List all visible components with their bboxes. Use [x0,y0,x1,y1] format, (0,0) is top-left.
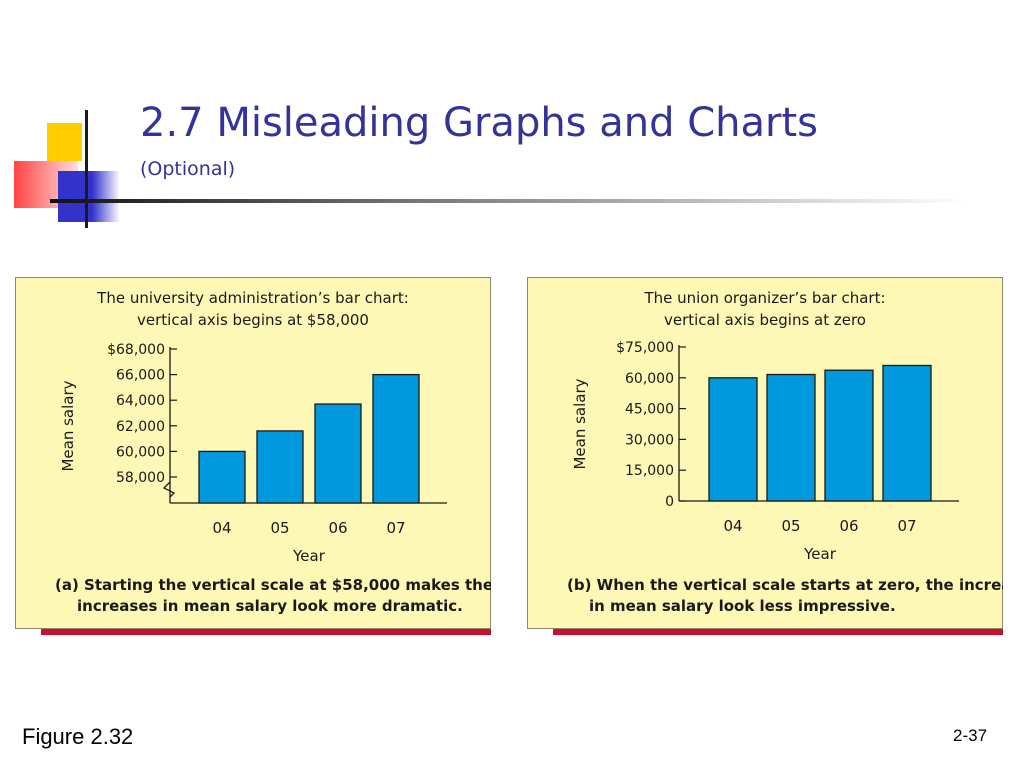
x-tick-label: 07 [897,517,916,535]
slide-title: 2.7 Misleading Graphs and Charts [140,100,818,146]
bar [372,373,420,504]
chart-subtitle: vertical axis begins at zero [664,311,866,329]
x-tick-label: 05 [270,519,289,537]
y-tick-label: $75,000 [616,340,674,356]
x-tick-label: 06 [839,517,858,535]
figure-label: Figure 2.32 [22,724,134,749]
decor-vertical-line [85,110,88,228]
y-tick-label: 45,000 [625,402,674,418]
y-tick-label: 58,000 [116,470,165,486]
slide-subtitle: (Optional) [140,158,236,180]
chart-a-svg: The university administration’s bar char… [55,289,491,615]
y-tick-label: 64,000 [116,393,165,409]
y-tick-label: 66,000 [116,368,165,384]
chart-subtitle: vertical axis begins at $58,000 [137,311,369,329]
y-tick-label: 15,000 [625,463,674,479]
page-number: 2-37 [953,726,988,745]
x-tick-label: 04 [212,519,231,537]
x-axis-label: Year [803,545,837,563]
axis-break-icon [162,481,176,498]
caption-line: (a) Starting the vertical scale at $58,0… [55,576,491,594]
x-tick-label: 04 [723,517,742,535]
y-axis-label: Mean salary [59,380,77,471]
x-tick-label: 07 [386,519,405,537]
bar [766,373,816,502]
decor-yellow-square [47,123,82,161]
y-axis-label: Mean salary [571,378,589,469]
y-tick-label: 30,000 [625,432,674,448]
x-axis-label: Year [292,547,326,565]
y-tick-label: 60,000 [116,444,165,460]
chart-panel-b: The union organizer’s bar chart: vertical… [527,277,1003,635]
chart-b-svg: The union organizer’s bar chart: vertical… [567,289,1003,615]
bar [314,403,362,504]
bar [708,377,758,502]
bar [198,450,246,504]
caption-line: in mean salary look less impressive. [589,597,896,615]
bar [882,364,932,502]
caption-line: increases in mean salary look more drama… [77,597,463,615]
bar [824,369,874,502]
chart-title: The union organizer’s bar chart: [643,289,885,307]
decor-blue-square [58,171,120,222]
x-tick-label: 06 [328,519,347,537]
y-tick-label: 60,000 [625,371,674,387]
bar [256,430,304,504]
y-tick-label: $68,000 [107,342,165,358]
y-tick-label: 0 [665,494,674,510]
chart-title: The university administration’s bar char… [96,289,409,307]
caption-line: (b) When the vertical scale starts at ze… [567,576,1003,594]
title-underline [50,199,970,203]
chart-panel-a: The university administration’s bar char… [15,277,491,635]
y-tick-label: 62,000 [116,419,165,435]
x-tick-label: 05 [781,517,800,535]
